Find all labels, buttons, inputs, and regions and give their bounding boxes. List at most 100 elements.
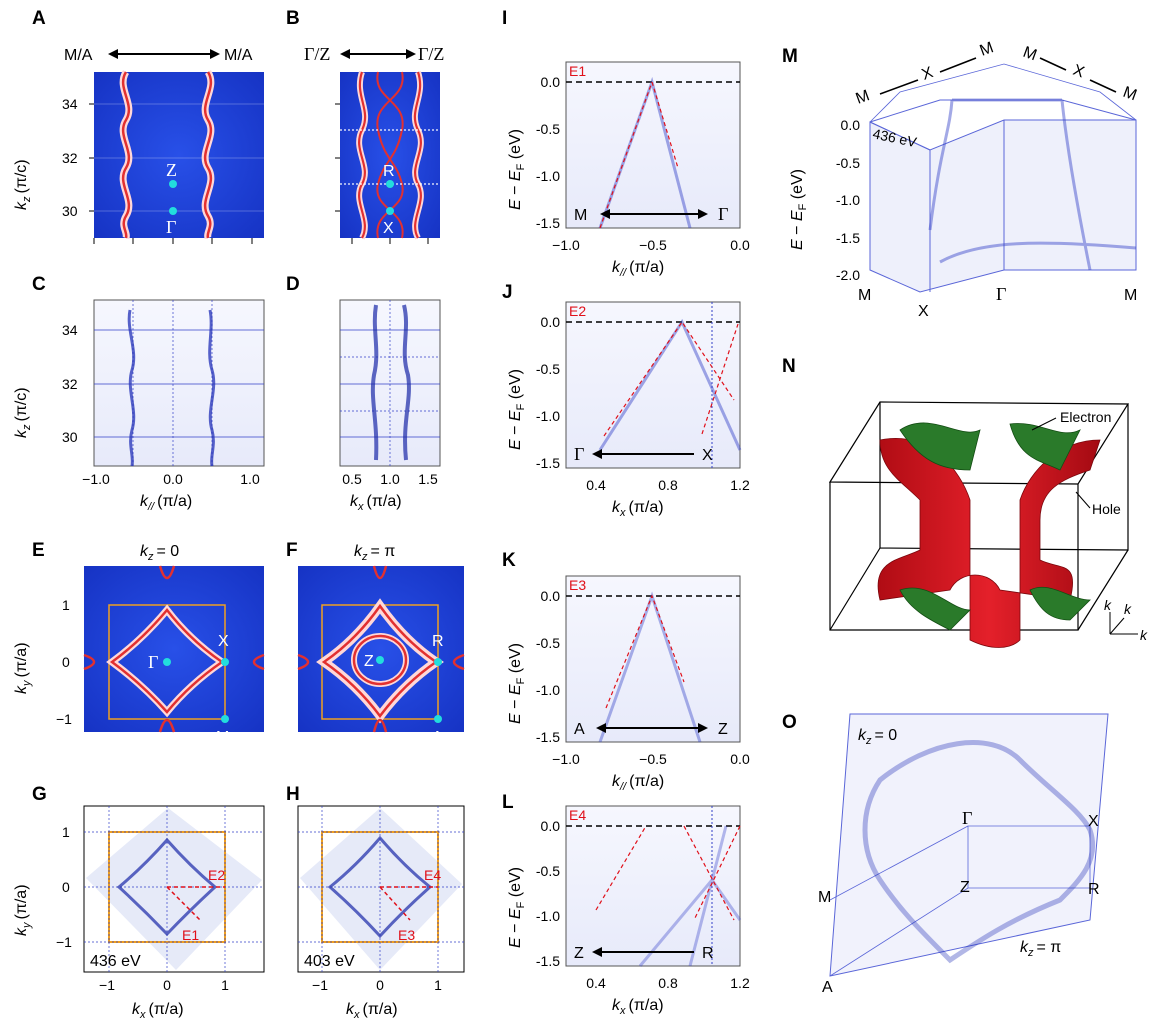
panel-h-energy: 403 eV xyxy=(304,953,355,970)
panel-m-box xyxy=(869,119,1137,293)
panel-e-ylabel: ky(π/a) xyxy=(13,642,33,694)
svg-text:1.2: 1.2 xyxy=(730,975,750,991)
panel-h-xlabel: kx (π/a) xyxy=(346,1001,398,1021)
panel-label-e: E xyxy=(32,540,45,561)
electron-pointer xyxy=(1031,417,1057,431)
panel-label-g: G xyxy=(32,784,47,805)
panel-o-fermi-surface xyxy=(862,740,1096,964)
panel-g-xticks: −1 0 1 xyxy=(99,977,229,993)
svg-text:0.8: 0.8 xyxy=(658,477,678,493)
svg-text:-1.0: -1.0 xyxy=(536,908,560,924)
label-z: Z xyxy=(166,160,177,180)
panel-m: M 436 eV M X M M X M 0.0-0.5 -1.0-1.5 -2… xyxy=(782,39,1139,320)
panel-l-ylabel: E − EF (eV) xyxy=(507,867,527,948)
panel-a-ylabel: kz(π/c) xyxy=(13,159,33,210)
svg-text:0.5: 0.5 xyxy=(342,471,362,487)
panel-c-grid xyxy=(94,300,264,466)
double-arrow-icon xyxy=(108,49,220,59)
point-m xyxy=(221,715,229,723)
panel-b: B Γ/Z Γ/Z R X xyxy=(286,8,444,244)
electron-surface xyxy=(899,422,1091,631)
panel-h: H E4 E3 403 eV −1 0 1 kx (π/a) xyxy=(286,784,465,1021)
panel-f-bands xyxy=(297,565,465,733)
label-r: R xyxy=(383,163,395,180)
point-r xyxy=(386,180,394,188)
panel-l-cut: E4 xyxy=(569,807,586,823)
svg-text:-0.5: -0.5 xyxy=(836,155,860,171)
panel-i-cut: E1 xyxy=(569,63,586,79)
panel-h-cuts xyxy=(379,886,438,921)
panel-k-cut: E3 xyxy=(569,577,586,593)
panel-b-top-left-label: Γ/Z xyxy=(304,44,330,64)
svg-text:-1.0: -1.0 xyxy=(536,408,560,424)
panel-l-left: Z xyxy=(574,945,584,962)
panel-k-left: A xyxy=(574,721,585,738)
label-r: R xyxy=(432,633,444,650)
svg-text:0.4: 0.4 xyxy=(586,975,606,991)
label-m: M xyxy=(216,729,229,746)
panel-i-ylabel: E − EF (eV) xyxy=(507,129,527,210)
svg-text:0.0: 0.0 xyxy=(163,471,183,487)
panel-m-top-edges xyxy=(869,63,1137,123)
svg-text:−1.0: −1.0 xyxy=(552,237,580,253)
svg-text:0: 0 xyxy=(62,879,70,895)
point-gamma xyxy=(169,207,177,215)
svg-text:0: 0 xyxy=(62,654,70,670)
panel-label-l: L xyxy=(502,792,514,813)
panel-c-bands xyxy=(127,309,216,467)
svg-text:0.0: 0.0 xyxy=(841,117,861,133)
panel-k-xticks: −1.0 −0.5 0.0 xyxy=(552,751,750,767)
panel-j-spectrum xyxy=(565,301,741,469)
panel-l-xticks: 0.4 0.8 1.2 xyxy=(586,975,750,991)
panel-g-ylabel: ky(π/a) xyxy=(13,884,33,936)
panel-j-right: X xyxy=(702,447,713,464)
panel-l-band xyxy=(638,825,742,967)
panel-m-bands xyxy=(928,98,1137,271)
svg-text:30: 30 xyxy=(62,203,78,219)
label-x: X xyxy=(383,220,394,237)
svg-text:R: R xyxy=(1088,881,1100,898)
svg-text:−0.5: −0.5 xyxy=(639,237,667,253)
panel-b-top-right-label: Γ/Z xyxy=(418,44,444,64)
panel-label-b: B xyxy=(286,8,300,29)
panel-label-j: J xyxy=(502,282,513,303)
panel-o-points: Γ X M Z R A xyxy=(818,808,1100,996)
svg-text:0.0: 0.0 xyxy=(541,818,561,834)
panel-o: O kz = 0 kz = π Γ X M Z R A xyxy=(782,712,1109,996)
panel-c-yticks: 34 32 30 xyxy=(62,322,78,445)
panel-j-fit xyxy=(603,320,739,437)
panel-n-cube xyxy=(828,401,1130,631)
panel-i: I E1 M Γ 0.0 -0.5 -1.0 -1.5 −1.0 −0.5 0.0 k/… xyxy=(502,8,750,279)
panel-a-tickmarks xyxy=(89,103,253,244)
panel-m-arrows xyxy=(879,57,1117,95)
panel-o-box xyxy=(829,713,1109,977)
panel-j: J E2 Γ X 0.0 -0.5 -1.0 -1.5 0.4 0.8 1.2 kx (π… xyxy=(502,282,750,519)
svg-text:A: A xyxy=(822,979,833,996)
panel-f-title: kz = π xyxy=(354,543,395,563)
svg-text:34: 34 xyxy=(62,96,78,112)
panel-g-energy: 436 eV xyxy=(90,953,141,970)
label-e4: E4 xyxy=(424,867,441,883)
panel-l-right: R xyxy=(702,945,714,962)
axes-triad-icon: k k k xyxy=(1104,597,1148,643)
label-a: A xyxy=(432,729,443,746)
panel-g-xlabel: kx (π/a) xyxy=(132,1001,184,1021)
svg-text:M: M xyxy=(1121,84,1139,105)
svg-text:1: 1 xyxy=(221,977,229,993)
point-x xyxy=(386,207,394,215)
panel-i-right: Γ xyxy=(718,204,728,224)
panel-m-ylabel: E − EF (eV) xyxy=(789,169,809,250)
svg-text:M: M xyxy=(1021,44,1039,65)
svg-text:−1.0: −1.0 xyxy=(552,751,580,767)
panel-label-a: A xyxy=(32,8,46,29)
svg-text:34: 34 xyxy=(62,322,78,338)
panel-j-band xyxy=(598,318,742,451)
svg-text:-1.5: -1.5 xyxy=(836,230,860,246)
panel-label-o: O xyxy=(782,712,797,733)
panel-l-fit xyxy=(595,825,741,921)
panel-c: C 34 32 30 −1.0 0.0 1.0 kz(π/c) k//(π/a) xyxy=(13,274,265,513)
panel-e-yticks: 1 0 −1 xyxy=(56,597,72,727)
panel-c-xticks: −1.0 0.0 1.0 xyxy=(82,471,260,487)
svg-text:32: 32 xyxy=(62,150,78,166)
